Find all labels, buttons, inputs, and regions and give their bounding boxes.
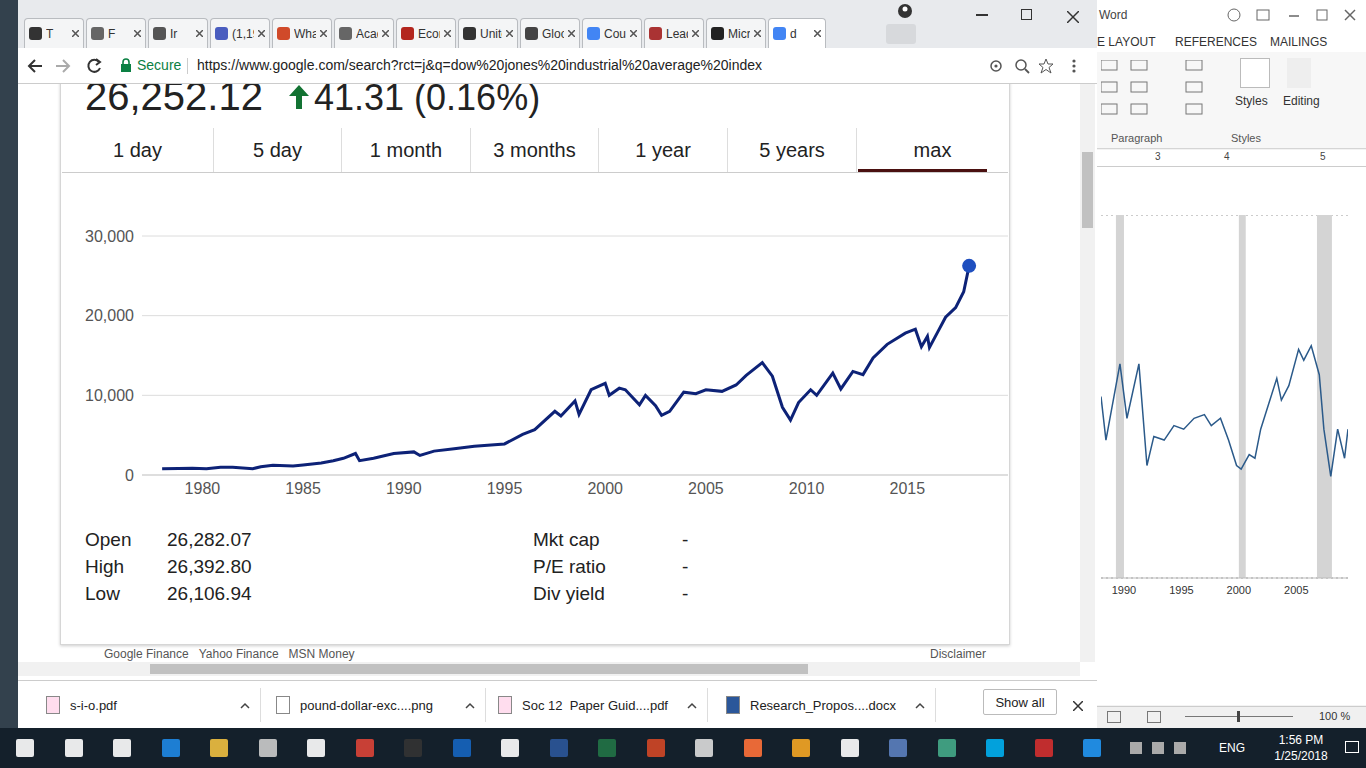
html-text:s-i-o.pdf: s-i-o.pdf	[70, 697, 117, 713]
html-text:26,392.80: 26,392.80	[167, 556, 252, 577]
svg-text:2000: 2000	[587, 480, 623, 497]
html-text:5 years: 5 years	[759, 138, 825, 161]
svg-text:1985: 1985	[285, 480, 321, 497]
html-text:Word: Word	[1099, 8, 1128, 22]
html-text:https://www.google.com/search?: https://www.google.com/search?rct=j&q=do…	[197, 57, 762, 73]
html-text:4: 4	[1224, 151, 1230, 162]
html-text:Mkt cap: Mkt cap	[533, 529, 600, 550]
html-text:Low: Low	[85, 583, 120, 604]
svg-text:1980: 1980	[185, 480, 221, 497]
html-text:pound-dollar-exc....png: pound-dollar-exc....png	[300, 697, 433, 713]
svg-text:2010: 2010	[789, 480, 825, 497]
html-text:100 %: 100 %	[1319, 710, 1351, 722]
html-text:F: F	[108, 26, 116, 41]
svg-text:1995: 1995	[487, 480, 523, 497]
html-text:P/E ratio: P/E ratio	[533, 556, 606, 577]
html-text:ENG: ENG	[1219, 741, 1245, 755]
html-text:T: T	[46, 26, 54, 41]
html-text:Paragraph: Paragraph	[1111, 132, 1163, 144]
html-text:Disclaimer: Disclaimer	[930, 647, 986, 661]
html-text:Open: Open	[85, 529, 132, 550]
html-text:REFERENCES: REFERENCES	[1175, 35, 1257, 49]
html-text:5 day: 5 day	[253, 138, 302, 161]
html-text:Soc 12 Paper Guid....pdf: Soc 12 Paper Guid....pdf	[522, 697, 668, 713]
html-text:1 month: 1 month	[369, 138, 443, 161]
html-text:d: d	[790, 26, 797, 41]
html-text:Micr: Micr	[728, 26, 751, 41]
html-text:Div yield: Div yield	[533, 583, 605, 604]
html-text:3: 3	[1155, 151, 1161, 162]
html-text:Yahoo Finance: Yahoo Finance	[198, 647, 279, 661]
svg-text:10,000: 10,000	[85, 387, 134, 404]
html-text:E LAYOUT: E LAYOUT	[1097, 35, 1156, 49]
html-text:3 months: 3 months	[493, 138, 576, 161]
svg-text:2005: 2005	[688, 480, 724, 497]
html-text:1 year: 1 year	[635, 138, 691, 161]
html-text:Show all: Show all	[995, 694, 1045, 710]
html-text:5: 5	[1320, 151, 1326, 162]
html-text:1 day: 1 day	[113, 138, 162, 161]
html-text:MAILINGS: MAILINGS	[1270, 35, 1328, 49]
svg-text:1990: 1990	[1112, 584, 1136, 596]
html-text:1/25/2018: 1/25/2018	[1274, 749, 1328, 763]
html-text:Secure: Secure	[137, 57, 182, 73]
svg-text:2015: 2015	[890, 480, 926, 497]
html-text:High: High	[85, 556, 125, 577]
html-text:Styles: Styles	[1235, 94, 1268, 108]
html-text:max: max	[913, 138, 952, 161]
html-text:Google Finance: Google Finance	[104, 647, 189, 661]
svg-text:30,000: 30,000	[85, 228, 134, 245]
svg-text:0: 0	[125, 467, 134, 484]
html-text:Ir: Ir	[170, 26, 178, 41]
html-text:1:56 PM: 1:56 PM	[1278, 733, 1324, 747]
html-text:26,106.94: 26,106.94	[167, 583, 252, 604]
html-text:Styles: Styles	[1231, 132, 1261, 144]
svg-text:20,000: 20,000	[85, 307, 134, 324]
html-text:Research_Propos....docx: Research_Propos....docx	[750, 697, 896, 713]
html-text:Editing: Editing	[1283, 94, 1320, 108]
svg-text:1995: 1995	[1169, 584, 1193, 596]
html-text:26,282.07: 26,282.07	[167, 529, 252, 550]
svg-text:2000: 2000	[1227, 584, 1251, 596]
svg-text:2005: 2005	[1284, 584, 1308, 596]
svg-text:1990: 1990	[386, 480, 422, 497]
html-text:MSN Money: MSN Money	[288, 647, 355, 661]
